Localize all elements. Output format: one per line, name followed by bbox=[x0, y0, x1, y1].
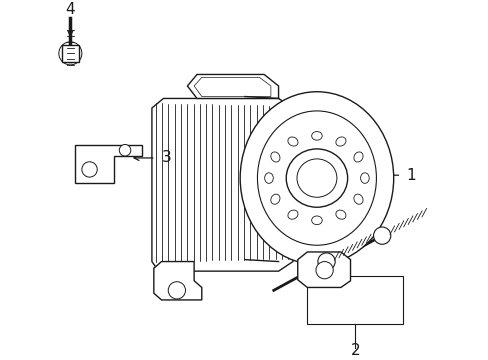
Ellipse shape bbox=[270, 194, 280, 204]
Ellipse shape bbox=[311, 216, 322, 225]
Circle shape bbox=[315, 262, 332, 279]
Ellipse shape bbox=[290, 186, 296, 194]
Polygon shape bbox=[152, 98, 292, 271]
Ellipse shape bbox=[287, 168, 294, 176]
Ellipse shape bbox=[353, 152, 362, 162]
Polygon shape bbox=[154, 262, 202, 300]
Text: 1: 1 bbox=[406, 168, 415, 183]
Circle shape bbox=[59, 42, 81, 65]
Text: 2: 2 bbox=[350, 343, 359, 358]
Polygon shape bbox=[297, 252, 350, 287]
Ellipse shape bbox=[270, 152, 280, 162]
Ellipse shape bbox=[336, 162, 343, 170]
Ellipse shape bbox=[287, 210, 297, 219]
Ellipse shape bbox=[335, 137, 346, 146]
Ellipse shape bbox=[353, 194, 362, 204]
Ellipse shape bbox=[296, 159, 336, 197]
Ellipse shape bbox=[326, 195, 333, 202]
Circle shape bbox=[317, 253, 334, 270]
Ellipse shape bbox=[339, 180, 346, 188]
Circle shape bbox=[373, 227, 390, 244]
Ellipse shape bbox=[264, 173, 273, 183]
Ellipse shape bbox=[335, 210, 346, 219]
Text: 4: 4 bbox=[65, 2, 75, 17]
Ellipse shape bbox=[311, 131, 322, 140]
Polygon shape bbox=[187, 75, 278, 98]
Circle shape bbox=[81, 162, 97, 177]
Circle shape bbox=[168, 282, 185, 299]
Ellipse shape bbox=[287, 137, 297, 146]
Bar bbox=[307, 276, 403, 324]
Polygon shape bbox=[75, 144, 142, 183]
FancyBboxPatch shape bbox=[61, 45, 79, 62]
Ellipse shape bbox=[320, 152, 326, 159]
Ellipse shape bbox=[240, 92, 393, 265]
Ellipse shape bbox=[306, 197, 313, 205]
Circle shape bbox=[119, 144, 130, 156]
Text: 3: 3 bbox=[161, 150, 171, 166]
Ellipse shape bbox=[300, 154, 306, 161]
Ellipse shape bbox=[285, 149, 347, 207]
Ellipse shape bbox=[257, 111, 376, 245]
Ellipse shape bbox=[360, 173, 368, 183]
